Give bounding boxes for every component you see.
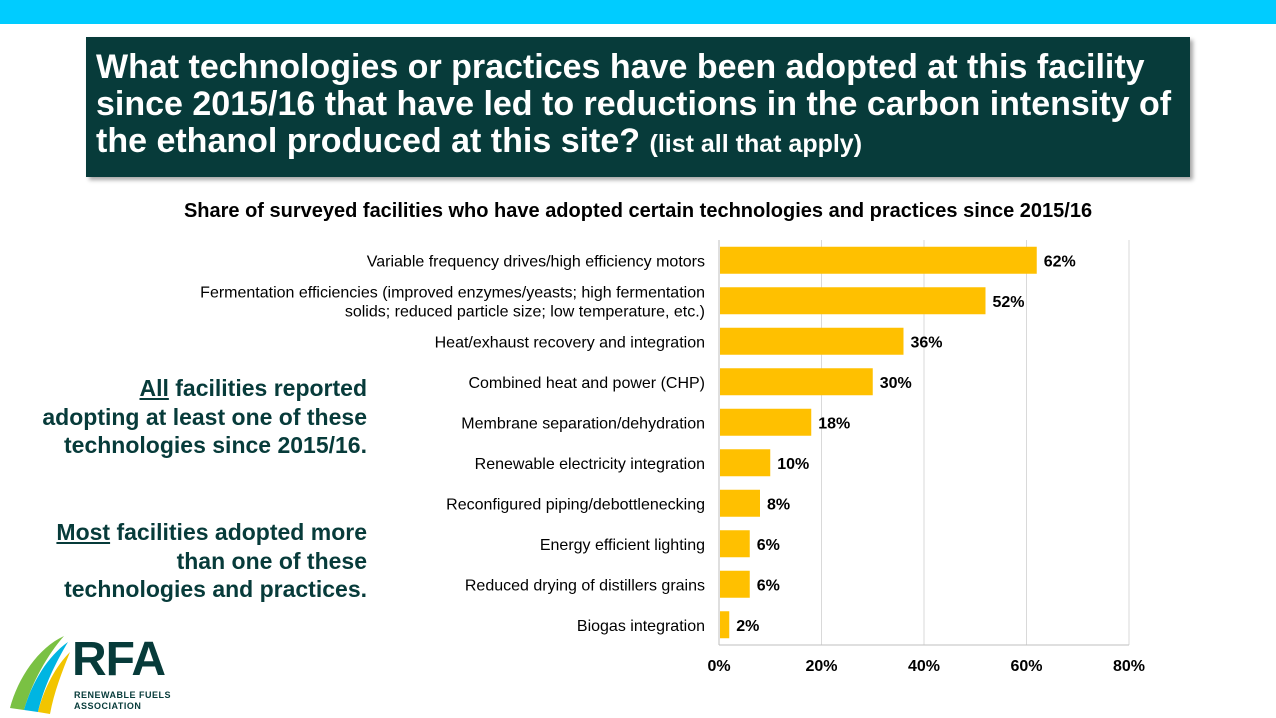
category-label: Heat/exhaust recovery and integration — [435, 334, 705, 351]
data-label: 18% — [818, 415, 850, 432]
bar — [720, 449, 771, 477]
data-label: 6% — [757, 577, 780, 594]
bar — [720, 611, 730, 639]
x-tick-label: 0% — [707, 658, 730, 675]
top-accent-bar — [0, 0, 1276, 24]
logo-wordmark: RFA — [72, 633, 166, 686]
note-most-emphasis: Most — [56, 519, 111, 545]
slide-title-main: What technologies or practices have been… — [96, 48, 1172, 160]
slide-title-sub: (list all that apply) — [649, 130, 863, 158]
rfa-logo: RFA RENEWABLE FUELS ASSOCIATION — [4, 630, 204, 714]
bar — [720, 246, 1037, 274]
data-label: 6% — [757, 537, 780, 554]
data-label: 8% — [767, 496, 790, 513]
category-label: Reconfigured piping/debottlenecking — [446, 496, 705, 513]
bar — [720, 287, 986, 315]
logo-swoosh-icon — [10, 636, 70, 714]
data-label: 30% — [880, 375, 912, 392]
x-tick-label: 80% — [1113, 658, 1145, 675]
data-label: 36% — [911, 334, 943, 351]
x-tick-label: 20% — [805, 658, 837, 675]
category-label: Renewable electricity integration — [475, 456, 705, 473]
category-label: Variable frequency drives/high efficienc… — [367, 253, 705, 270]
note-most-text: facilities adopted more than one of thes… — [64, 519, 367, 602]
bar — [720, 570, 750, 598]
note-all-facilities: All facilities reported adopting at leas… — [37, 374, 367, 460]
chart-title: Share of surveyed facilities who have ad… — [183, 200, 1093, 222]
data-label: 2% — [736, 618, 759, 635]
category-label: Reduced drying of distillers grains — [465, 577, 705, 594]
category-label: Energy efficient lighting — [540, 537, 705, 554]
category-label: Biogas integration — [577, 618, 705, 635]
data-label: 52% — [993, 294, 1025, 311]
x-tick-label: 60% — [1010, 658, 1042, 675]
note-all-text: facilities reported adopting at least on… — [42, 375, 367, 458]
title-banner: What technologies or practices have been… — [86, 37, 1190, 177]
note-most-facilities: Most facilities adopted more than one of… — [37, 518, 367, 604]
x-tick-label: 40% — [908, 658, 940, 675]
slide-title: What technologies or practices have been… — [96, 49, 1180, 163]
logo-subtitle-line1: RENEWABLE FUELS — [74, 690, 172, 700]
note-all-emphasis: All — [139, 375, 169, 401]
data-label: 10% — [777, 456, 809, 473]
logo-subtitle: RENEWABLE FUELS ASSOCIATION — [74, 690, 171, 712]
category-label: Fermentation efficiencies (improved enzy… — [200, 284, 705, 320]
bar — [720, 530, 750, 558]
data-label: 62% — [1044, 253, 1076, 270]
category-label: Membrane separation/dehydration — [461, 415, 705, 432]
bar — [720, 327, 904, 355]
bar — [720, 489, 760, 517]
category-label: Combined heat and power (CHP) — [468, 375, 705, 392]
logo-subtitle-line2: ASSOCIATION — [74, 701, 142, 711]
bar — [720, 368, 873, 396]
bar — [720, 408, 812, 436]
